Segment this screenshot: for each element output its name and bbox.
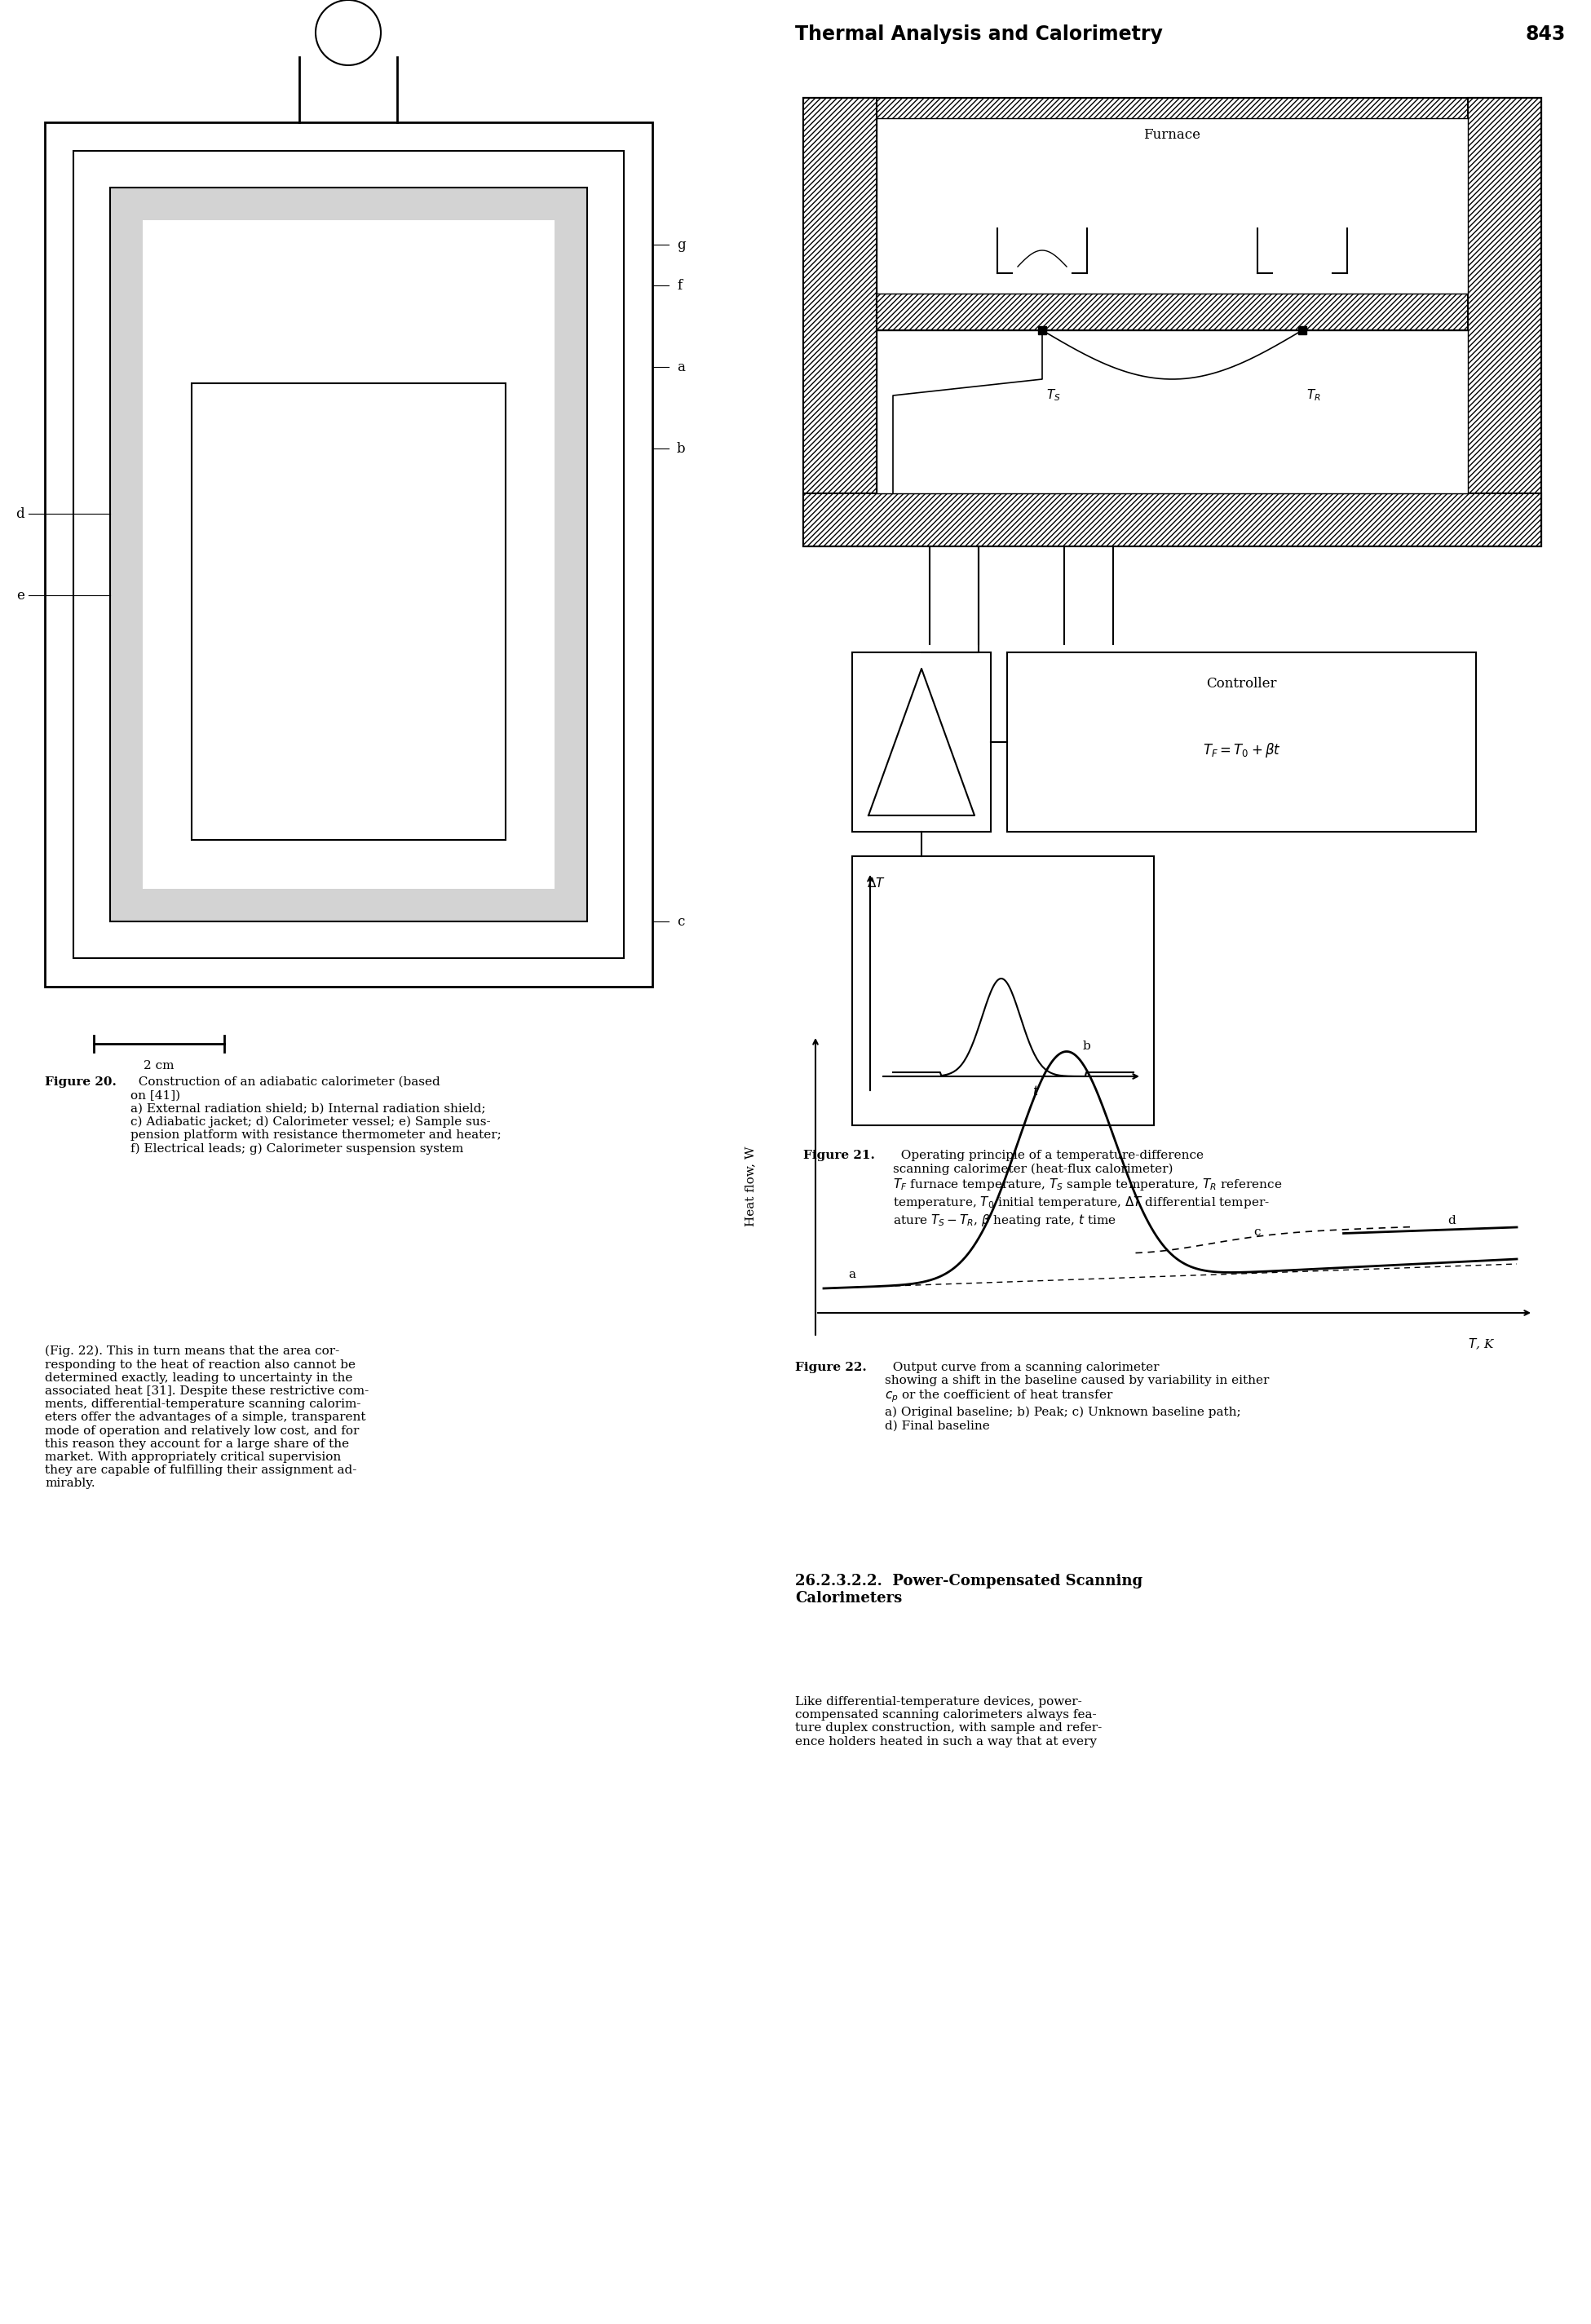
Text: $t$: $t$ [1033,1085,1039,1097]
Text: f: f [676,279,683,293]
Text: Like differential-temperature devices, power-
compensated scanning calorimeters : Like differential-temperature devices, p… [796,1697,1103,1748]
Text: Controller: Controller [1206,676,1278,690]
Text: Construction of an adiabatic calorimeter (based
on [41])
a) External radiation s: Construction of an adiabatic calorimeter… [130,1076,501,1155]
Text: a: a [848,1269,856,1281]
Text: c: c [676,916,684,927]
Bar [803,98,1542,546]
Text: (Fig. 22). This in turn means that the area cor-
responding to the heat of react: (Fig. 22). This in turn means that the a… [45,1346,369,1490]
Bar [803,98,877,546]
Text: 2 cm: 2 cm [143,1060,175,1071]
Bar [143,221,555,888]
Text: Thermal Analysis and Calorimetry: Thermal Analysis and Calorimetry [796,26,1163,44]
Bar [877,293,1468,330]
Bar [877,330,1468,493]
Bar [1468,98,1542,546]
Text: g: g [676,237,686,251]
Bar [1007,653,1476,832]
Bar [877,172,1468,493]
Bar [877,119,1468,293]
Text: d: d [1448,1215,1456,1227]
Text: Figure 22.: Figure 22. [796,1362,867,1373]
Text: c: c [1254,1227,1260,1239]
Bar [110,188,587,920]
Text: Output curve from a scanning calorimeter
showing a shift in the baseline caused : Output curve from a scanning calorimeter… [885,1362,1270,1432]
Text: $T_F = T_0 + \beta t$: $T_F = T_0 + \beta t$ [1203,741,1281,760]
Bar [853,653,991,832]
Text: $T_R$: $T_R$ [1306,388,1321,402]
Text: a: a [676,360,684,374]
Bar [853,855,1153,1125]
Text: b: b [676,442,686,456]
Text: Operating principle of a temperature-difference
scanning calorimeter (heat-flux : Operating principle of a temperature-dif… [893,1150,1282,1227]
Bar [45,123,652,988]
Text: $\Delta T$: $\Delta T$ [867,876,886,890]
Text: 843: 843 [1524,26,1566,44]
Text: d: d [16,507,24,521]
Bar [803,493,1542,546]
Bar [73,151,624,957]
Text: $T_S$: $T_S$ [1047,388,1061,402]
Bar [803,98,1542,172]
Text: $T$, K: $T$, K [1468,1336,1496,1353]
Text: Figure 20.: Figure 20. [45,1076,116,1088]
Bar [191,383,506,839]
Text: e: e [16,588,24,602]
Text: Heat flow, W: Heat flow, W [745,1146,756,1227]
Text: 26.2.3.2.2.  Power-Compensated Scanning
Calorimeters: 26.2.3.2.2. Power-Compensated Scanning C… [796,1573,1142,1606]
Text: b: b [1082,1041,1090,1050]
Text: Figure 21.: Figure 21. [803,1150,875,1162]
Text: Furnace: Furnace [1144,128,1201,142]
